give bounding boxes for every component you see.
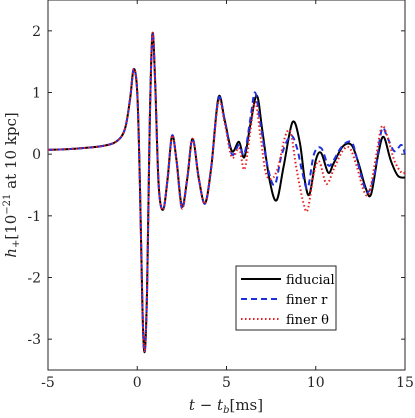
plot-area <box>47 0 406 371</box>
x-tick-label: 10 <box>307 375 325 391</box>
x-tick-label: 0 <box>133 375 142 391</box>
tick-group: -5 0 5 10 15 -3 -2 -1 0 1 2 <box>27 0 414 391</box>
legend-label-finer-r: finer r <box>286 293 328 308</box>
y-tick-label: 0 <box>32 147 41 163</box>
x-tick-label: 5 <box>222 375 231 391</box>
x-tick-label: 15 <box>396 375 414 391</box>
y-tick-label: -3 <box>27 332 41 348</box>
legend-label-finer-theta: finer θ <box>286 313 329 328</box>
y-tick-label: 1 <box>32 86 41 102</box>
legend: fiducial finer r finer θ <box>235 265 337 331</box>
y-tick-label: -1 <box>27 209 41 225</box>
series-line-2 <box>47 31 406 354</box>
y-tick-label: -2 <box>27 271 41 287</box>
series-line-1 <box>47 31 406 354</box>
series-group <box>47 31 406 354</box>
y-tick-label: 2 <box>32 24 41 40</box>
legend-label-fiducial: fiducial <box>286 273 335 288</box>
x-axis-label: t − tb[ms] <box>189 396 263 416</box>
y-axis-label: h+[10−21 at 10 kpc] <box>2 112 22 257</box>
x-tick-label: -5 <box>41 375 55 391</box>
